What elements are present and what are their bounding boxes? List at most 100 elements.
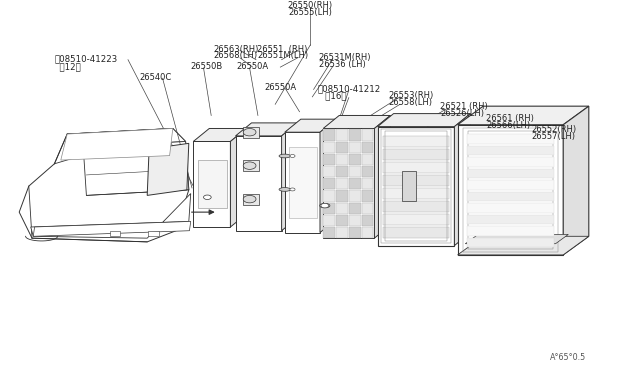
Polygon shape — [236, 136, 282, 231]
Polygon shape — [349, 154, 360, 165]
Polygon shape — [336, 129, 348, 141]
Text: 26551M(LH): 26551M(LH) — [257, 51, 308, 61]
Polygon shape — [243, 160, 259, 171]
Polygon shape — [336, 178, 348, 189]
Polygon shape — [467, 157, 554, 167]
Ellipse shape — [279, 154, 291, 158]
Polygon shape — [285, 119, 336, 132]
Polygon shape — [282, 123, 298, 231]
Polygon shape — [323, 142, 335, 153]
Polygon shape — [336, 154, 348, 165]
Polygon shape — [83, 141, 189, 195]
Ellipse shape — [290, 188, 295, 191]
Polygon shape — [362, 190, 373, 202]
Text: 26563(RH): 26563(RH) — [213, 45, 259, 54]
Polygon shape — [349, 190, 360, 202]
Ellipse shape — [319, 203, 330, 208]
Polygon shape — [467, 227, 554, 236]
Ellipse shape — [290, 154, 295, 157]
Polygon shape — [383, 227, 449, 238]
Polygon shape — [362, 215, 373, 226]
Polygon shape — [467, 203, 554, 213]
Polygon shape — [33, 221, 191, 236]
Polygon shape — [467, 238, 554, 247]
Text: 26557(LH): 26557(LH) — [531, 132, 575, 141]
Polygon shape — [465, 234, 568, 244]
Bar — [148, 231, 159, 236]
Polygon shape — [383, 188, 449, 199]
Polygon shape — [336, 215, 348, 226]
Circle shape — [321, 203, 329, 208]
Polygon shape — [323, 178, 335, 189]
Polygon shape — [383, 214, 449, 225]
Polygon shape — [320, 119, 336, 232]
Polygon shape — [336, 190, 348, 202]
Text: 。16〉: 。16〉 — [317, 92, 347, 101]
Polygon shape — [467, 146, 554, 155]
Polygon shape — [19, 128, 189, 242]
Polygon shape — [458, 106, 589, 125]
Polygon shape — [336, 166, 348, 177]
Polygon shape — [323, 215, 335, 226]
Text: 。12〉: 。12〉 — [54, 62, 81, 71]
Text: 26531M(RH): 26531M(RH) — [319, 53, 371, 62]
Text: 26550(RH): 26550(RH) — [288, 1, 333, 10]
Polygon shape — [374, 115, 390, 238]
Polygon shape — [349, 215, 360, 226]
Polygon shape — [323, 128, 374, 238]
Text: 26568(LH): 26568(LH) — [213, 51, 257, 61]
Polygon shape — [563, 106, 589, 255]
Polygon shape — [336, 203, 348, 214]
Polygon shape — [349, 203, 360, 214]
Polygon shape — [383, 162, 449, 173]
Polygon shape — [349, 166, 360, 177]
Text: A°65°0.5: A°65°0.5 — [550, 353, 587, 362]
Polygon shape — [323, 129, 335, 141]
Polygon shape — [383, 201, 449, 212]
Text: 26550B: 26550B — [191, 62, 223, 71]
Polygon shape — [285, 132, 320, 232]
Polygon shape — [147, 143, 189, 195]
Polygon shape — [467, 215, 554, 224]
Text: 26566(LH): 26566(LH) — [486, 121, 531, 129]
Text: 26536 (LH): 26536 (LH) — [319, 60, 365, 70]
Polygon shape — [198, 160, 227, 208]
Polygon shape — [383, 136, 449, 147]
Polygon shape — [349, 142, 360, 153]
Polygon shape — [458, 236, 589, 255]
Polygon shape — [323, 166, 335, 177]
Polygon shape — [193, 141, 230, 227]
Polygon shape — [323, 190, 335, 202]
Polygon shape — [378, 126, 454, 246]
Text: 26526(LH): 26526(LH) — [440, 109, 484, 118]
Polygon shape — [383, 149, 449, 160]
Text: Ⓢ08510-41212: Ⓢ08510-41212 — [317, 84, 381, 93]
Circle shape — [243, 162, 256, 169]
Text: 26561 (RH): 26561 (RH) — [486, 113, 534, 122]
Text: 26551  (RH): 26551 (RH) — [257, 45, 308, 54]
Polygon shape — [467, 169, 554, 178]
Polygon shape — [362, 166, 373, 177]
Text: Ⓢ08510-41223: Ⓢ08510-41223 — [54, 54, 118, 64]
Circle shape — [204, 195, 211, 199]
Text: 26521 (RH): 26521 (RH) — [440, 102, 488, 111]
Polygon shape — [378, 113, 470, 126]
Polygon shape — [323, 203, 335, 214]
Polygon shape — [467, 134, 554, 144]
Polygon shape — [336, 227, 348, 238]
Polygon shape — [193, 128, 246, 141]
Polygon shape — [323, 154, 335, 165]
Polygon shape — [383, 175, 449, 186]
Polygon shape — [467, 192, 554, 201]
Polygon shape — [362, 142, 373, 153]
Circle shape — [243, 128, 256, 136]
Text: 26552(RH): 26552(RH) — [531, 125, 577, 134]
Polygon shape — [236, 123, 298, 136]
Polygon shape — [362, 154, 373, 165]
Polygon shape — [458, 125, 563, 255]
Polygon shape — [31, 193, 191, 238]
Text: 26553(RH): 26553(RH) — [388, 91, 434, 100]
Polygon shape — [243, 126, 259, 138]
Polygon shape — [349, 178, 360, 189]
Text: 26555(LH): 26555(LH) — [289, 7, 332, 17]
